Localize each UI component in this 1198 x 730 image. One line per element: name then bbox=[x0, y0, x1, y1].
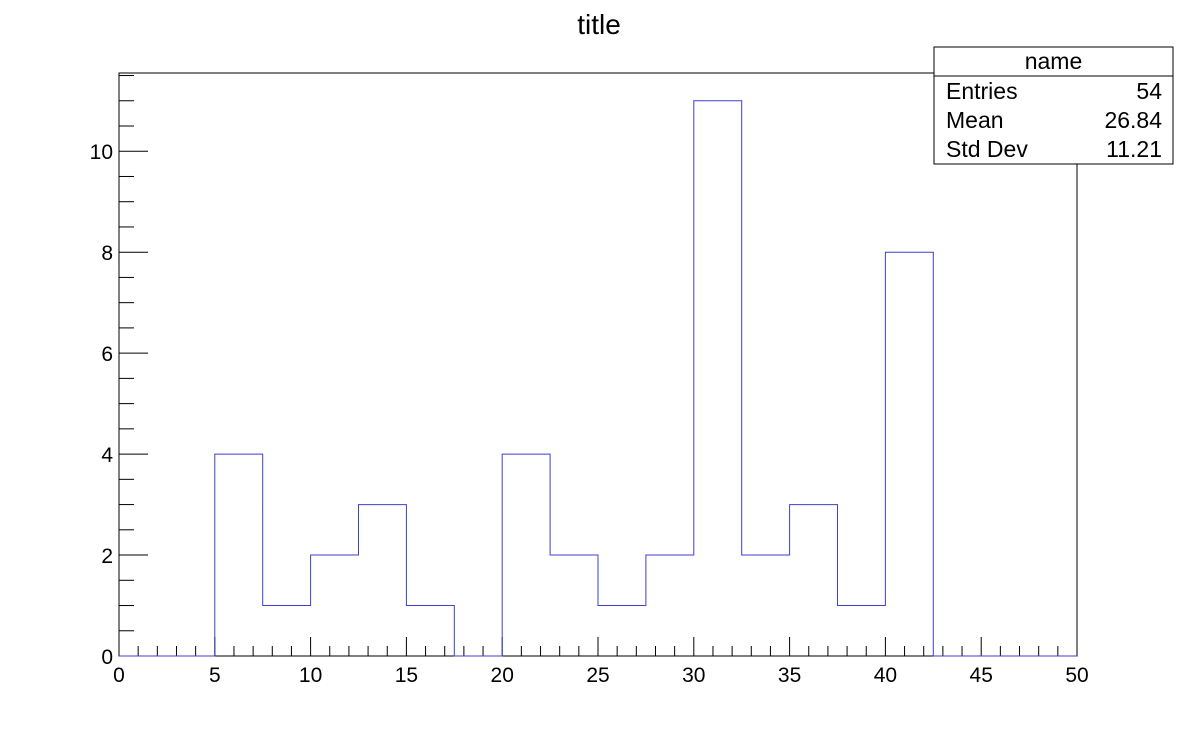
histogram-bin bbox=[311, 555, 359, 656]
histogram-bin bbox=[694, 101, 742, 656]
y-tick-label: 8 bbox=[101, 242, 113, 265]
stats-value-mean: 26.84 bbox=[1104, 107, 1162, 133]
histogram-bin bbox=[263, 606, 311, 656]
histogram-bin bbox=[502, 454, 550, 656]
stats-label-mean: Mean bbox=[946, 107, 1004, 133]
x-tick-label: 0 bbox=[113, 664, 125, 687]
x-tick-label: 15 bbox=[395, 664, 418, 687]
histogram-series-line bbox=[119, 101, 1077, 656]
histogram-bin bbox=[790, 505, 838, 656]
x-tick-label: 50 bbox=[1065, 664, 1088, 687]
stats-label-stddev: Std Dev bbox=[946, 136, 1028, 162]
stats-box: name Entries 54 Mean 26.84 Std Dev 11.21 bbox=[934, 47, 1173, 164]
y-tick-label: 6 bbox=[101, 343, 113, 366]
y-tick-label: 2 bbox=[101, 545, 113, 568]
histogram-bin bbox=[885, 252, 933, 656]
stats-box-name: name bbox=[1025, 48, 1083, 74]
x-tick-label: 35 bbox=[778, 664, 801, 687]
histogram-bin bbox=[838, 606, 886, 656]
histogram-bin bbox=[359, 505, 407, 656]
tick-labels: 0 5 10 15 20 25 30 35 40 45 50 0 2 4 6 8 10 bbox=[90, 141, 1089, 687]
x-tick-label: 40 bbox=[874, 664, 897, 687]
y-tick-label: 0 bbox=[101, 646, 113, 669]
chart-title: title bbox=[577, 9, 621, 40]
y-tick-label: 4 bbox=[101, 444, 113, 467]
x-tick-label: 5 bbox=[209, 664, 221, 687]
histogram-bin bbox=[598, 606, 646, 656]
histogram-bin bbox=[646, 555, 694, 656]
x-tick-label: 10 bbox=[299, 664, 322, 687]
stats-label-entries: Entries bbox=[946, 78, 1018, 104]
histogram-bin bbox=[215, 454, 263, 656]
stats-value-entries: 54 bbox=[1136, 78, 1162, 104]
x-tick-label: 20 bbox=[491, 664, 514, 687]
x-tick-label: 30 bbox=[682, 664, 705, 687]
stats-value-stddev: 11.21 bbox=[1106, 136, 1162, 162]
x-tick-label: 45 bbox=[970, 664, 993, 687]
histogram-bin bbox=[406, 606, 454, 656]
histogram-bins bbox=[215, 101, 934, 656]
x-tick-label: 25 bbox=[586, 664, 609, 687]
histogram-bin bbox=[550, 555, 598, 656]
y-tick-label: 10 bbox=[90, 141, 113, 164]
histogram-bin bbox=[742, 555, 790, 656]
